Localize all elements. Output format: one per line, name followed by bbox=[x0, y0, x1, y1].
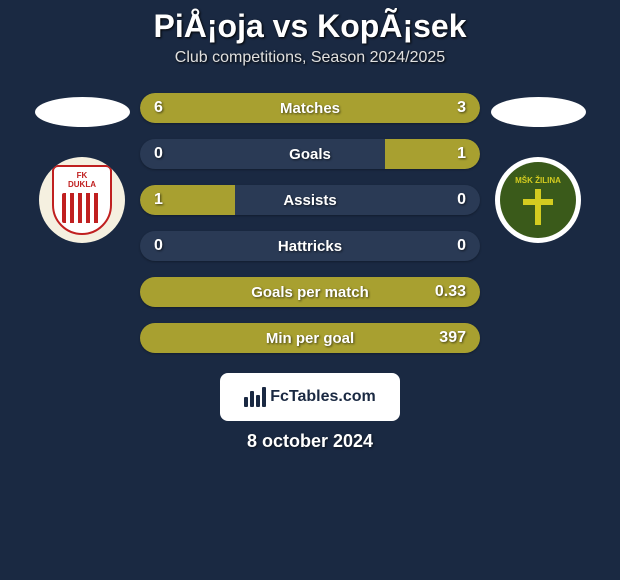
left-badge-text-top: FK bbox=[77, 171, 88, 180]
stat-row: 0.33Goals per match bbox=[140, 277, 480, 307]
page-title: PiÅ¡oja vs KopÃ¡sek bbox=[0, 0, 620, 49]
right-badge-inner: MŠK ŽILINA bbox=[500, 162, 576, 238]
loading-ellipse-right bbox=[491, 97, 586, 127]
left-club-column: FK DUKLA bbox=[32, 87, 132, 243]
right-badge-text-top: MŠK ŽILINA bbox=[515, 176, 561, 185]
right-badge-cross bbox=[523, 189, 553, 225]
stats-column: 63Matches 01Goals 10Assists 00Hattricks 0.33… bbox=[140, 87, 480, 353]
page-subtitle: Club competitions, Season 2024/2025 bbox=[0, 49, 620, 87]
left-badge-inner: FK DUKLA bbox=[52, 165, 112, 235]
comparison-area: FK DUKLA 63Matches 01Goals 10Assists 00Hatt… bbox=[0, 87, 620, 353]
stat-label: Min per goal bbox=[140, 330, 480, 347]
fctables-brand-box[interactable]: FcTables.com bbox=[220, 373, 400, 421]
left-badge-text-mid: DUKLA bbox=[68, 180, 96, 189]
chart-icon bbox=[244, 387, 266, 407]
date-text: 8 october 2024 bbox=[0, 431, 620, 452]
right-club-column: MŠK ŽILINA bbox=[488, 87, 588, 243]
stat-label: Matches bbox=[140, 100, 480, 117]
stat-label: Goals per match bbox=[140, 284, 480, 301]
stat-row: 00Hattricks bbox=[140, 231, 480, 261]
left-badge-stripes bbox=[62, 193, 102, 223]
stat-label: Assists bbox=[140, 192, 480, 209]
loading-ellipse-left bbox=[35, 97, 130, 127]
stat-row: 397Min per goal bbox=[140, 323, 480, 353]
stat-row: 01Goals bbox=[140, 139, 480, 169]
stat-label: Goals bbox=[140, 146, 480, 163]
left-club-badge: FK DUKLA bbox=[39, 157, 125, 243]
stat-label: Hattricks bbox=[140, 238, 480, 255]
right-club-badge: MŠK ŽILINA bbox=[495, 157, 581, 243]
fctables-brand-text: FcTables.com bbox=[270, 388, 376, 406]
stat-row: 63Matches bbox=[140, 93, 480, 123]
stat-row: 10Assists bbox=[140, 185, 480, 215]
